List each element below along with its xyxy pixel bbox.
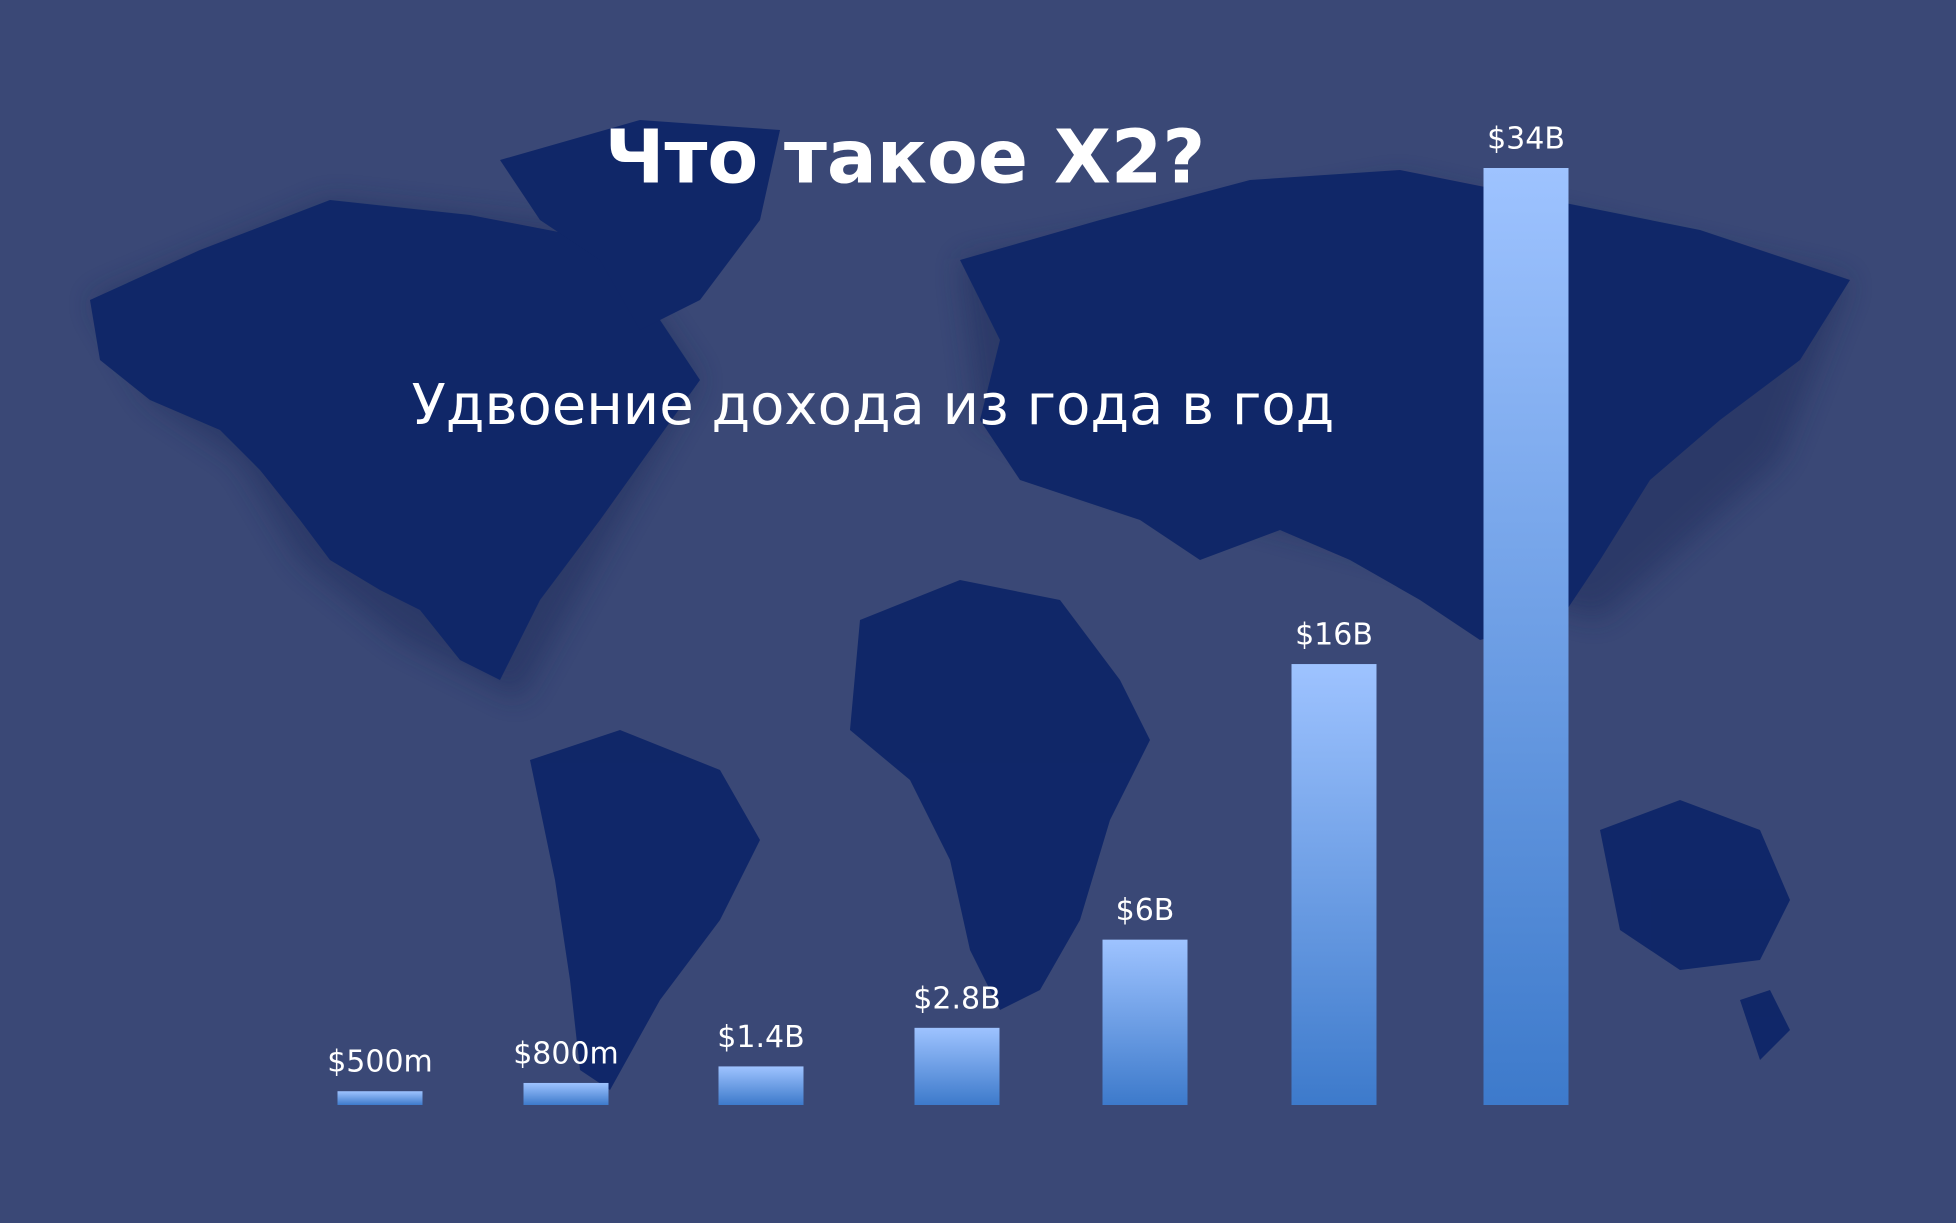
value-label: $16B [1295,618,1373,653]
bar [337,1091,423,1105]
bar [718,1066,804,1105]
plot-area: $500m $800m $1.4B $2.8B $6B $16B $34B [327,122,1569,1105]
value-label: $500m [327,1045,433,1080]
value-label: $800m [513,1036,619,1071]
bar [1102,939,1188,1105]
chart-subtitle: Удвоение дохода из года в год [412,373,1335,438]
value-label: $1.4B [717,1020,804,1055]
bar [914,1027,1000,1105]
bar [1291,664,1377,1105]
value-label: $6B [1116,893,1175,928]
bar [523,1082,609,1105]
value-label: $34B [1487,122,1565,157]
chart-title: Что такое X2? [605,115,1206,201]
bar [1483,168,1569,1105]
value-label: $2.8B [913,981,1000,1016]
world-map [90,120,1850,1090]
